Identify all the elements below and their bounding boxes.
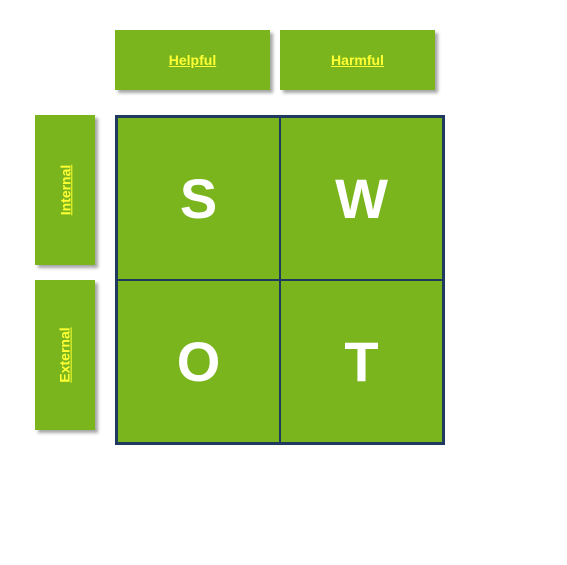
col-header-helpful: Helpful [115,30,270,90]
row-header-internal-label: Internal [57,165,73,216]
cell-t: T [280,280,445,445]
cell-s: S [115,115,280,280]
cell-w-letter: W [335,166,388,231]
row-header-external-label: External [57,327,73,382]
row-header-internal: Internal [35,115,95,265]
cell-w: W [280,115,445,280]
cell-t-letter: T [344,329,378,394]
cell-s-letter: S [180,166,217,231]
col-header-harmful-label: Harmful [331,52,384,68]
col-header-harmful: Harmful [280,30,435,90]
cell-o: O [115,280,280,445]
cell-o-letter: O [177,329,221,394]
row-header-external: External [35,280,95,430]
col-header-helpful-label: Helpful [169,52,216,68]
swot-diagram: Helpful Harmful Internal External S W O … [0,0,567,565]
